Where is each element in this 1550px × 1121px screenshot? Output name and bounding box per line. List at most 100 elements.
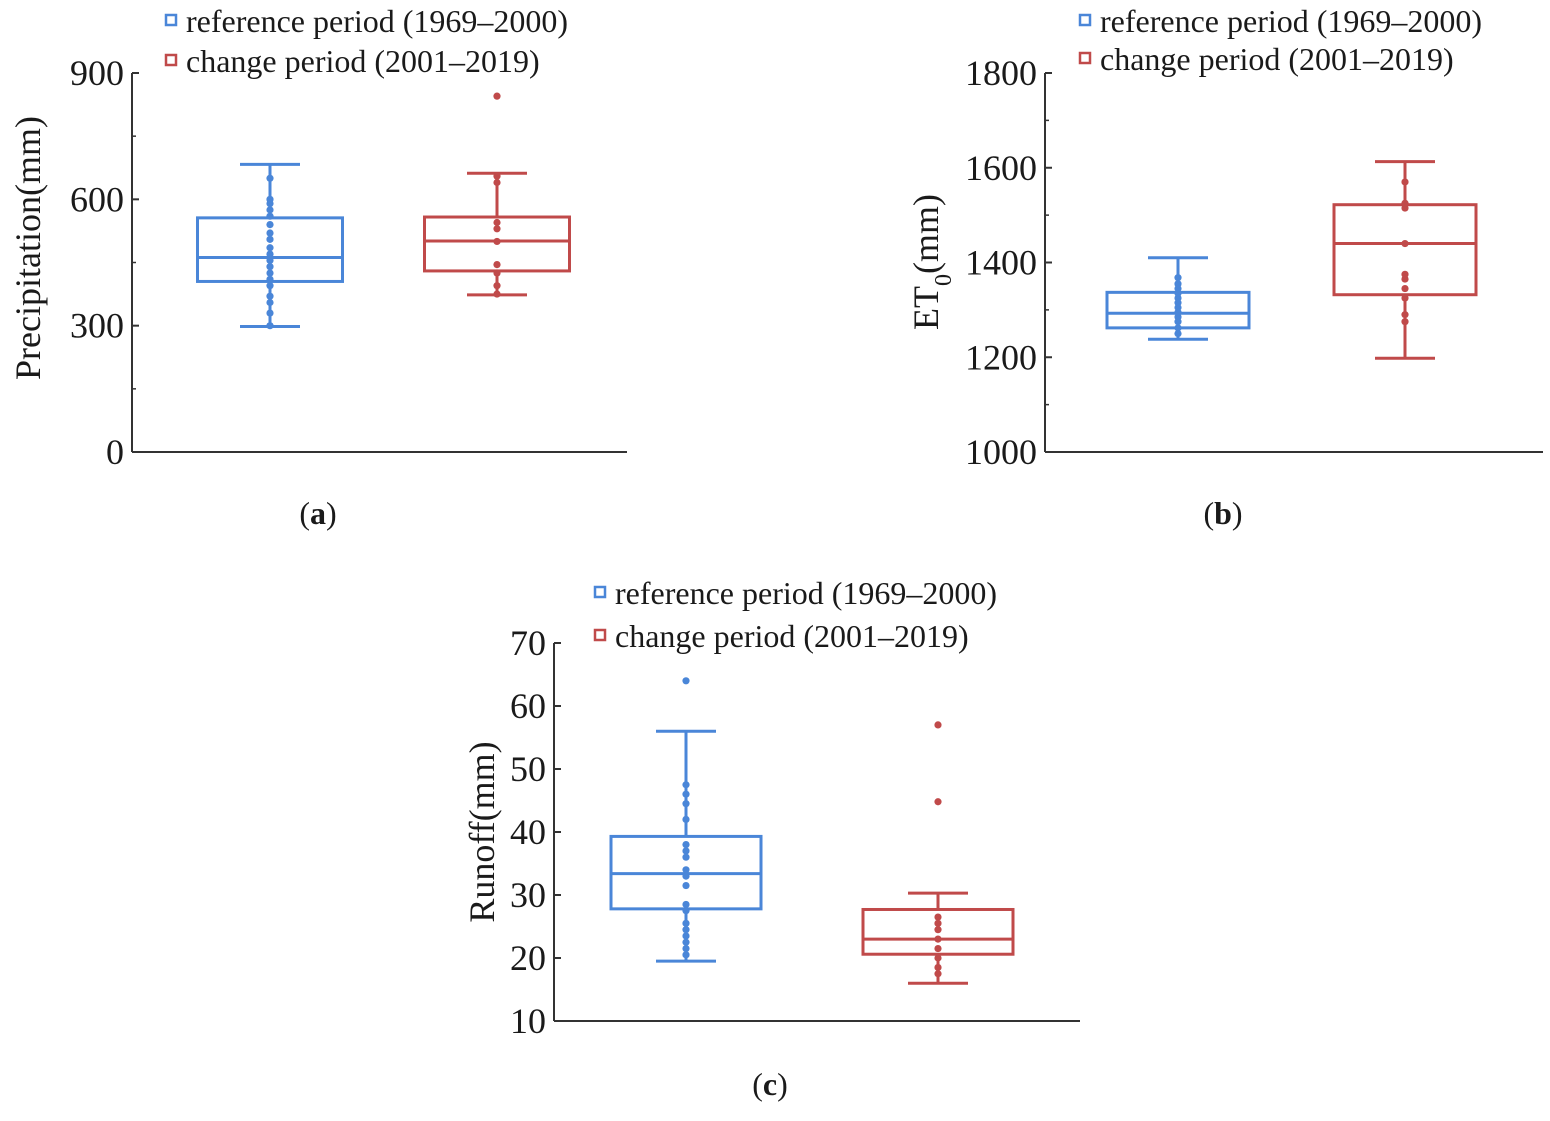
data-point	[682, 790, 690, 798]
box-series-0	[196, 162, 344, 330]
data-point	[1401, 270, 1409, 278]
y-tick-label: 60	[510, 686, 546, 726]
data-point	[266, 309, 274, 317]
legend-marker	[164, 53, 178, 67]
data-point	[682, 919, 690, 927]
data-point	[682, 926, 690, 934]
data-point	[266, 206, 274, 214]
box-series-1	[861, 721, 1015, 985]
y-tick-label: 20	[510, 938, 546, 978]
data-point	[682, 841, 690, 849]
data-point	[1401, 178, 1409, 186]
data-point	[934, 913, 942, 921]
y-axis-label: Precipitation(mm)	[8, 116, 48, 380]
data-point	[493, 92, 501, 100]
data-point	[493, 178, 501, 187]
data-point	[1174, 274, 1182, 282]
chart-panel-b: 1000 1200 1400 1600 1800 ET0(mm) reference per…	[906, 3, 1543, 531]
panel-label: (c)	[752, 1066, 788, 1102]
data-point	[1174, 329, 1182, 338]
legend-label: reference period (1969–2000)	[186, 3, 568, 39]
y-tick-label: 1400	[965, 243, 1037, 283]
data-point	[1401, 239, 1409, 248]
data-point	[266, 282, 274, 290]
data-point	[934, 963, 942, 972]
data-point	[682, 907, 690, 915]
data-point	[1401, 199, 1409, 207]
data-point	[493, 172, 501, 180]
data-point	[266, 195, 274, 203]
data-point	[266, 269, 274, 277]
data-point	[1401, 318, 1409, 326]
legend-label: reference period (1969–2000)	[1100, 3, 1482, 39]
legend-label: change period (2001–2019)	[1100, 41, 1454, 77]
chart-panel-c: 10 20 30 40 50 60 70 Runoff(mm) reference period…	[462, 575, 1080, 1102]
y-tick-label: 1800	[965, 53, 1037, 93]
data-point	[682, 847, 690, 855]
data-point	[493, 269, 501, 277]
data-point	[266, 221, 274, 229]
data-point	[934, 798, 942, 806]
panel-label: (a)	[299, 495, 336, 531]
data-point	[682, 872, 690, 880]
chart-panel-a: 0 300 600 900 Precipitation(mm) reference per…	[8, 3, 627, 531]
data-point	[1174, 324, 1182, 332]
data-point	[266, 292, 274, 300]
legend-marker	[164, 13, 178, 27]
legend-marker	[1078, 51, 1092, 65]
data-point	[934, 926, 942, 934]
data-point	[682, 853, 690, 861]
data-point	[493, 290, 501, 298]
legend-marker	[1078, 13, 1092, 27]
y-tick-label: 50	[510, 749, 546, 789]
data-point	[934, 944, 942, 953]
y-axis-label: ET0(mm)	[906, 194, 957, 330]
y-tick-label: 0	[106, 432, 124, 472]
data-point	[682, 938, 690, 946]
y-tick-label: 300	[70, 306, 124, 346]
data-point	[682, 932, 690, 940]
box-series-1	[1332, 160, 1478, 360]
data-point	[266, 322, 274, 330]
data-point	[682, 881, 690, 890]
data-point	[934, 970, 942, 978]
data-point	[682, 781, 690, 789]
data-point	[682, 677, 690, 685]
data-point	[266, 298, 274, 307]
data-point	[493, 237, 501, 246]
data-point	[266, 244, 274, 252]
y-tick-label: 1200	[965, 337, 1037, 377]
box-iqr	[861, 907, 1015, 956]
box-series-0	[1105, 256, 1251, 341]
y-tick-label: 70	[510, 623, 546, 663]
data-point	[1174, 280, 1182, 288]
y-tick-label: 1000	[965, 432, 1037, 472]
legend-label: reference period (1969–2000)	[615, 575, 997, 611]
data-point	[682, 815, 690, 824]
box-series-0	[609, 677, 763, 963]
data-point	[266, 174, 274, 182]
data-point	[266, 275, 274, 283]
data-point	[682, 944, 690, 953]
data-point	[682, 866, 690, 874]
data-point	[682, 900, 690, 909]
data-point	[266, 235, 274, 243]
data-point	[1401, 311, 1409, 319]
box-series-1	[423, 92, 571, 298]
data-point	[493, 282, 501, 290]
data-point	[266, 229, 274, 237]
legend-marker	[593, 628, 607, 642]
data-point	[493, 261, 501, 269]
y-tick-label: 900	[70, 53, 124, 93]
data-point	[934, 935, 942, 943]
y-tick-label: 30	[510, 875, 546, 915]
y-tick-label: 600	[70, 179, 124, 219]
data-point	[1401, 284, 1409, 293]
legend-marker	[593, 585, 607, 599]
data-point	[493, 225, 501, 233]
legend-label: change period (2001–2019)	[186, 43, 540, 79]
data-point	[266, 250, 274, 258]
data-point	[682, 951, 690, 959]
